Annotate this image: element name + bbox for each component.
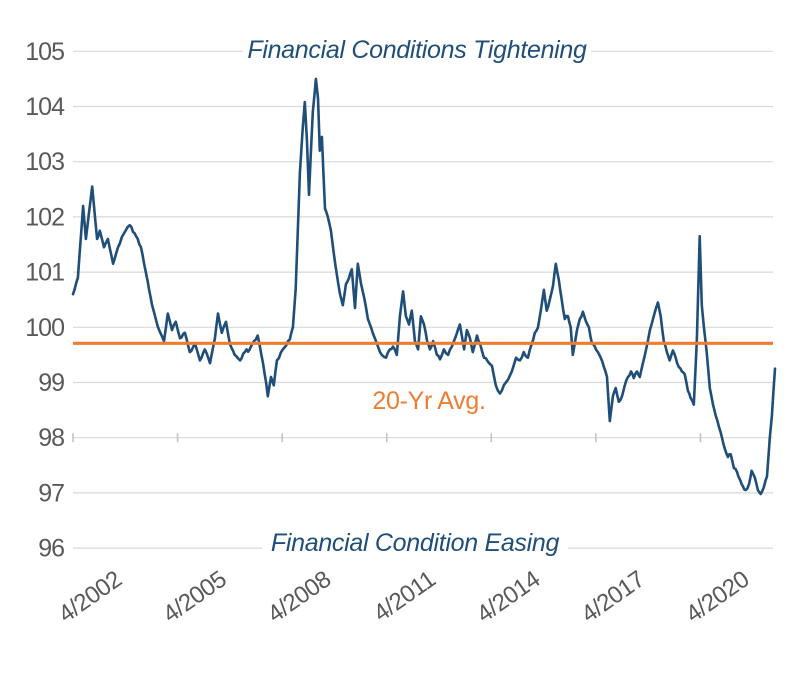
y-tick-label: 103	[25, 148, 64, 176]
x-axis-labels: 4/2002 4/2005 4/2008 4/2011 4/2014 4/2017 4/20…	[54, 566, 755, 629]
title-top-mask	[243, 29, 591, 63]
y-tick-label: 98	[38, 424, 64, 452]
y-tick-label: 102	[25, 203, 64, 231]
y-tick-label: 97	[38, 479, 64, 507]
x-tick-label: 4/2017	[576, 566, 649, 629]
y-tick-label: 100	[25, 314, 64, 342]
x-tick-label: 4/2008	[263, 566, 336, 629]
average-line-label: 20-Yr Avg.	[372, 387, 485, 415]
y-tick-label: 105	[25, 38, 64, 66]
easing-zone-title: Financial Condition Easing	[271, 529, 560, 557]
series-layer	[71, 77, 777, 496]
x-tick-label: 4/2002	[54, 566, 127, 629]
axis-ticks-layer	[72, 433, 702, 443]
title-bottom-mask	[262, 527, 568, 560]
x-tick-label: 4/2014	[472, 566, 545, 629]
y-tick-label: 96	[38, 535, 64, 563]
y-axis-labels: 105 104 103 102 101 100 99 98 97 96	[25, 38, 66, 563]
y-tick-label: 101	[25, 259, 64, 287]
y-tick-label: 99	[38, 369, 64, 397]
tightening-zone-title: Financial Conditions Tightening	[247, 36, 587, 64]
x-tick-label: 4/2011	[369, 566, 441, 628]
y-tick-label: 104	[25, 93, 65, 121]
gridlines-layer	[73, 50, 773, 549]
fci-series-line	[71, 77, 777, 496]
x-tick-label: 4/2005	[158, 566, 231, 629]
x-tick-label: 4/2020	[681, 566, 754, 629]
